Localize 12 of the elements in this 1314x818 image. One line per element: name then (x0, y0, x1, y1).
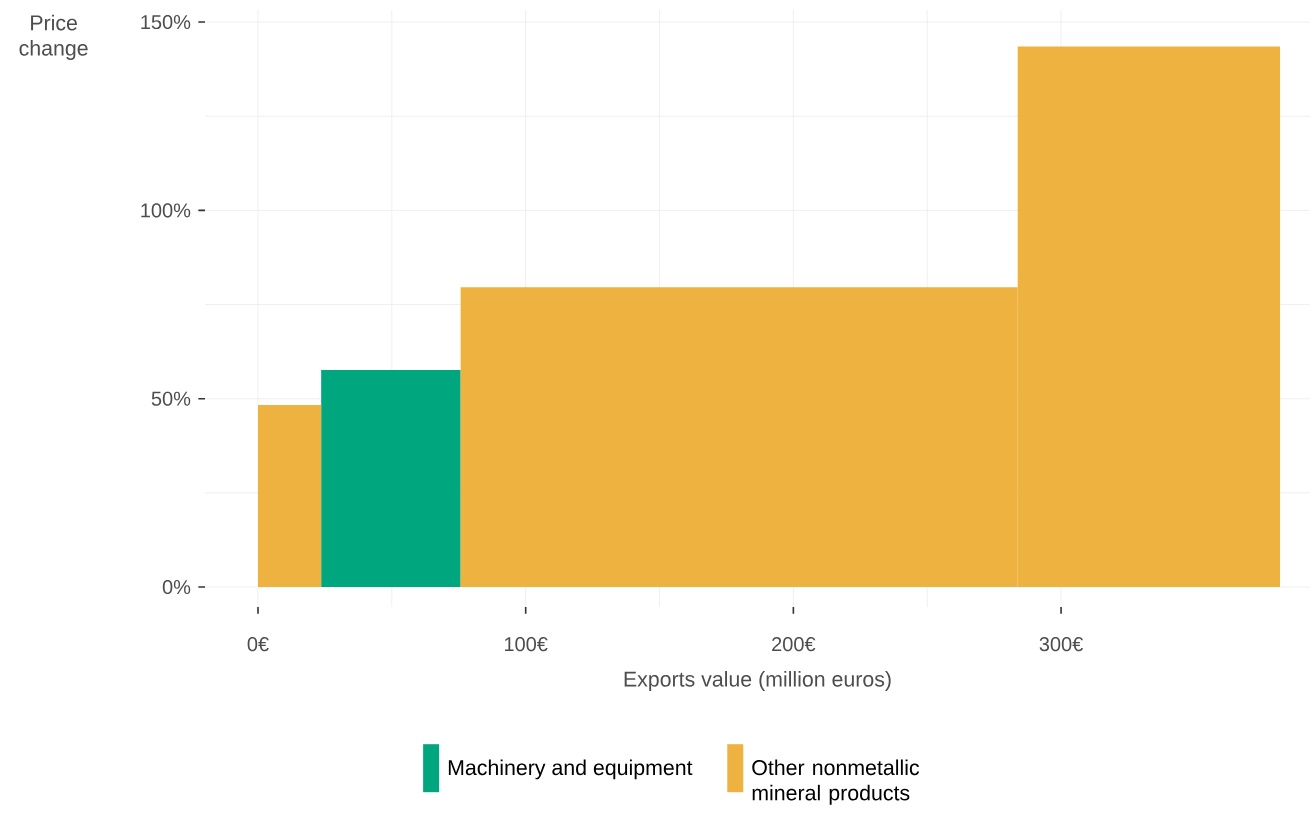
y-tick-label: 150% (141, 14, 191, 30)
x-tick-label: 200€ (772, 637, 816, 652)
y-tick-label: 100% (141, 203, 191, 218)
legend-label: Machinery and equipment (448, 759, 693, 780)
legend-label: Other nonmetallic mineral products (752, 759, 920, 805)
y-tick-label: 50% (151, 391, 191, 406)
y-axis-title: Price change (19, 14, 88, 60)
x-axis-title: Exports value (million euros) (624, 671, 891, 691)
y-tick-label: 0% (162, 579, 191, 595)
x-tick-label: 0€ (247, 637, 269, 652)
x-tick-label: 100€ (504, 637, 548, 652)
x-tick-label: 300€ (1039, 637, 1084, 652)
